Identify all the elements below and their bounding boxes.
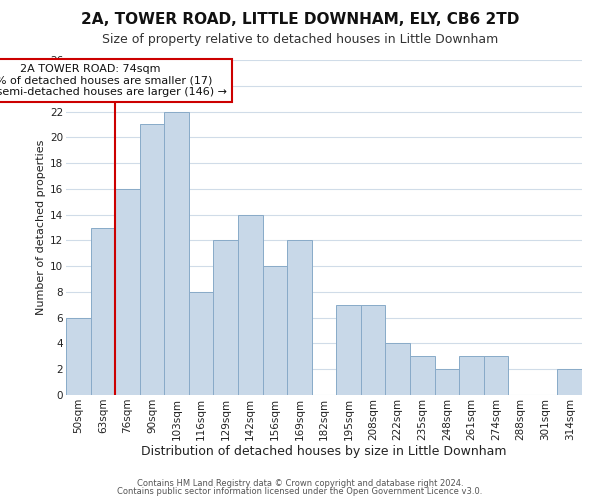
Bar	[484, 356, 508, 395]
Bar	[238, 214, 263, 395]
Bar	[115, 189, 140, 395]
Text: 2A TOWER ROAD: 74sqm
← 10% of detached houses are smaller (17)
89% of semi-detac: 2A TOWER ROAD: 74sqm ← 10% of detached h…	[0, 64, 227, 97]
Bar	[557, 369, 582, 395]
Bar	[214, 240, 238, 395]
Bar	[361, 305, 385, 395]
Bar	[263, 266, 287, 395]
Bar	[459, 356, 484, 395]
Bar	[164, 112, 189, 395]
Bar	[410, 356, 434, 395]
Bar	[91, 228, 115, 395]
X-axis label: Distribution of detached houses by size in Little Downham: Distribution of detached houses by size …	[141, 446, 507, 458]
Y-axis label: Number of detached properties: Number of detached properties	[36, 140, 46, 315]
Bar	[189, 292, 214, 395]
Bar	[140, 124, 164, 395]
Text: Size of property relative to detached houses in Little Downham: Size of property relative to detached ho…	[102, 32, 498, 46]
Bar	[434, 369, 459, 395]
Bar	[385, 344, 410, 395]
Text: 2A, TOWER ROAD, LITTLE DOWNHAM, ELY, CB6 2TD: 2A, TOWER ROAD, LITTLE DOWNHAM, ELY, CB6…	[81, 12, 519, 28]
Bar	[287, 240, 312, 395]
Bar	[66, 318, 91, 395]
Text: Contains HM Land Registry data © Crown copyright and database right 2024.: Contains HM Land Registry data © Crown c…	[137, 478, 463, 488]
Bar	[336, 305, 361, 395]
Text: Contains public sector information licensed under the Open Government Licence v3: Contains public sector information licen…	[118, 487, 482, 496]
